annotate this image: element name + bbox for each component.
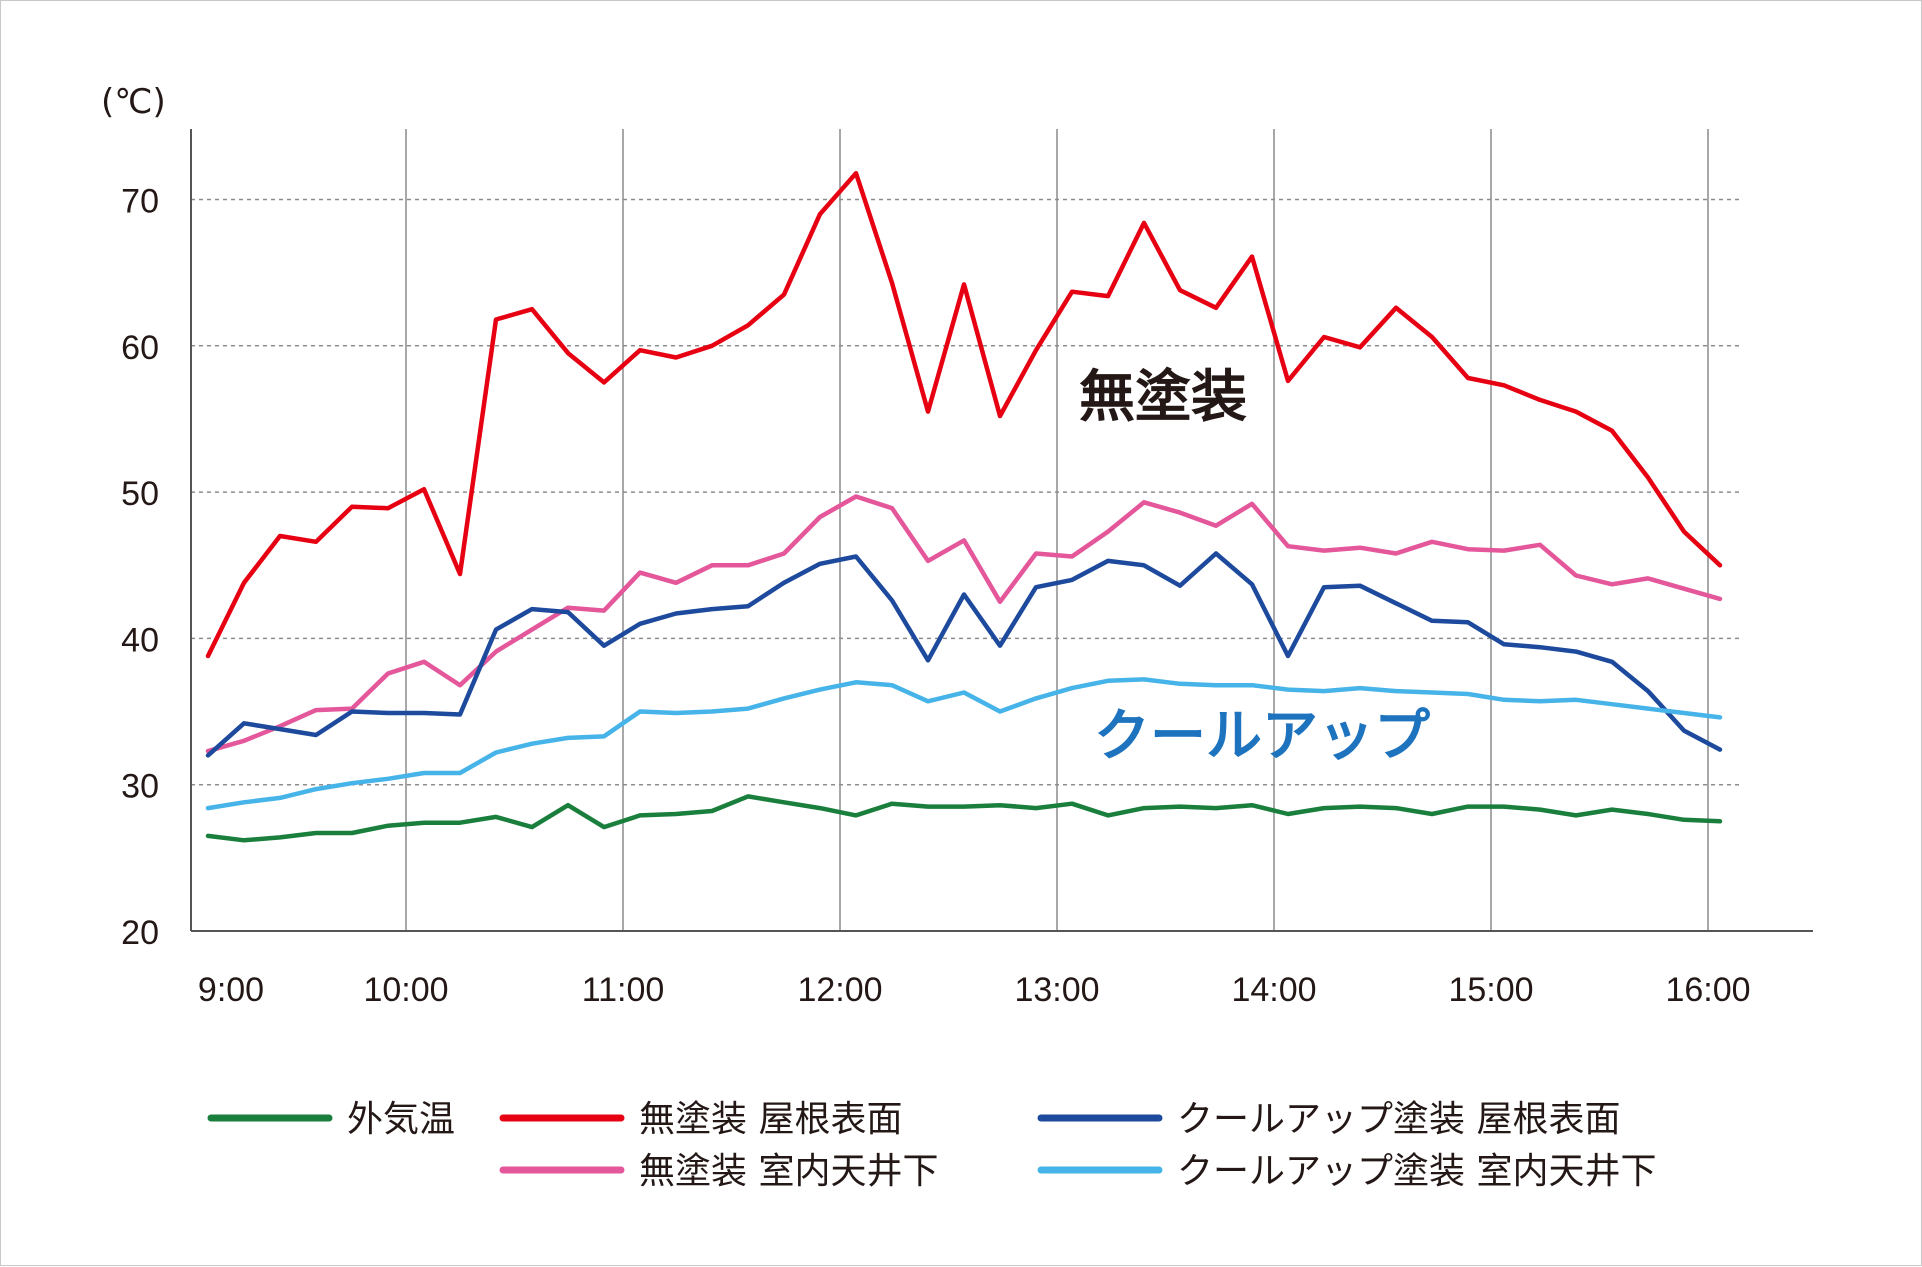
legend-label-1: 無塗装 屋根表面 — [639, 1099, 902, 1140]
x-tick-labels: 9:00 10:00 11:00 12:00 13:00 14:00 15:00 16:00 — [198, 971, 1751, 1009]
y-unit-label: (℃) — [101, 82, 166, 122]
legend-label-2: 無塗装 室内天井下 — [639, 1151, 938, 1192]
series-line-2 — [205, 494, 1723, 754]
legend-label-0: 外気温 — [347, 1099, 455, 1140]
y-tick-label: 60 — [121, 329, 159, 367]
x-tick-label: 14:00 — [1231, 971, 1316, 1009]
series-line-0 — [205, 794, 1723, 843]
series-lines — [205, 170, 1723, 843]
x-tick-label: 16:00 — [1665, 971, 1750, 1009]
y-tick-label: 50 — [121, 475, 159, 513]
legend-label-4: クールアップ塗装 室内天井下 — [1177, 1151, 1656, 1192]
y-tick-labels: 20 30 40 50 60 70 — [121, 183, 159, 953]
grid — [191, 129, 1743, 931]
x-tick-label: 11:00 — [582, 971, 665, 1009]
x-tick-label: 12:00 — [797, 971, 882, 1009]
y-tick-label: 30 — [121, 768, 159, 806]
y-tick-label: 40 — [121, 621, 159, 659]
series-line-3 — [205, 551, 1723, 758]
y-tick-label: 20 — [121, 914, 159, 952]
annotation-coolup: クールアップ — [1094, 704, 1430, 769]
legend-label-3: クールアップ塗装 屋根表面 — [1177, 1099, 1620, 1140]
series-line-1 — [205, 170, 1723, 659]
x-tick-label: 10:00 — [363, 971, 448, 1009]
x-tick-label: 15:00 — [1448, 971, 1533, 1009]
x-tick-label: 9:00 — [198, 971, 264, 1009]
series-line-4 — [205, 677, 1723, 811]
annotation-no-coating: 無塗装 — [1079, 365, 1247, 430]
y-tick-label: 70 — [121, 183, 159, 221]
axes — [190, 129, 1813, 932]
x-tick-label: 13:00 — [1014, 971, 1099, 1009]
